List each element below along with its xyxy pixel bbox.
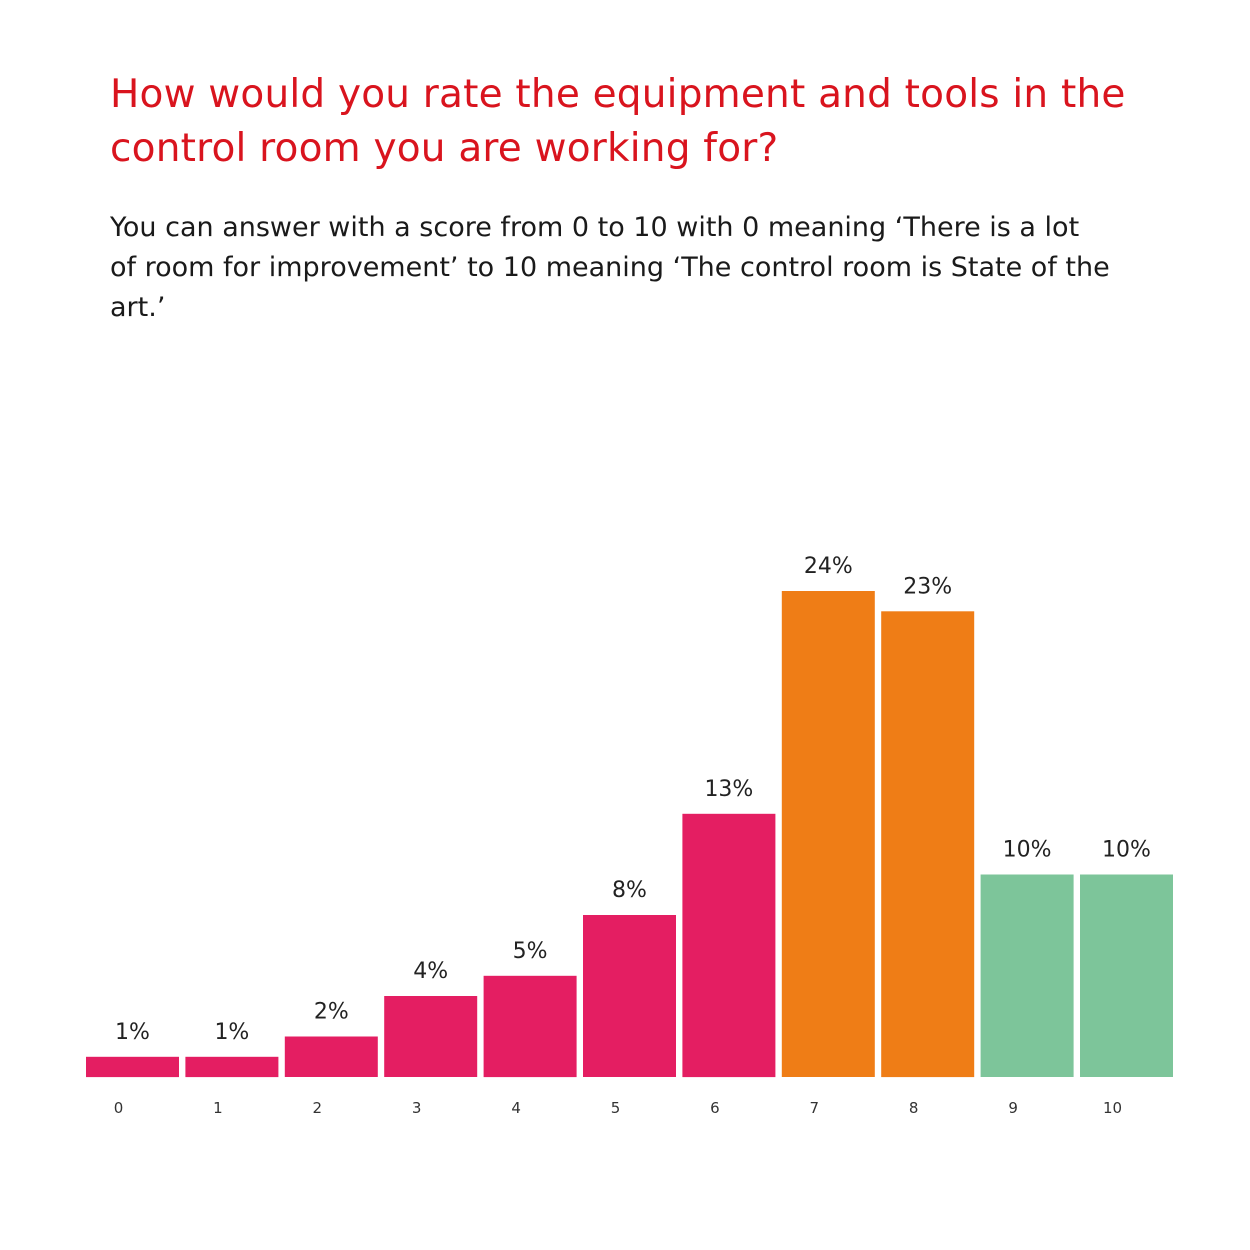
- bars-group: [86, 591, 1173, 1078]
- value-label-4: 5%: [513, 939, 548, 964]
- x-tick-label-2: 2: [313, 1099, 323, 1117]
- x-tick-label-7: 7: [810, 1099, 820, 1117]
- bar-8: [881, 611, 975, 1078]
- bar-5: [583, 915, 676, 1077]
- x-tick-label-3: 3: [412, 1099, 422, 1117]
- value-label-8: 23%: [903, 574, 952, 599]
- x-tick-label-10: 10: [1103, 1099, 1122, 1117]
- bar-1: [185, 1056, 279, 1078]
- bar-9: [980, 874, 1074, 1077]
- x-tick-label-8: 8: [909, 1099, 919, 1117]
- chart-title: How would you rate the equipment and too…: [110, 72, 1126, 171]
- bar-6: [682, 813, 776, 1078]
- x-tick-label-4: 4: [511, 1099, 521, 1117]
- bar-3: [384, 996, 478, 1077]
- bar-2: [284, 1036, 378, 1077]
- bar-10: [1080, 874, 1173, 1077]
- value-label-3: 4%: [413, 959, 448, 984]
- value-labels-group: 1% 1% 2% 4% 5% 8% 13% 24% 23% 10% 10%: [115, 554, 1151, 1045]
- chart-subtitle: You can answer with a score from 0 to 10…: [110, 212, 1110, 323]
- bar-7: [781, 591, 875, 1077]
- x-tick-label-9: 9: [1008, 1099, 1018, 1117]
- bar-4: [483, 975, 577, 1078]
- value-label-6: 13%: [704, 777, 753, 802]
- value-label-9: 10%: [1003, 838, 1052, 863]
- x-tick-labels-group: 0 1 2 3 4 5 6 7 8 9 10: [114, 1099, 1122, 1117]
- value-label-10: 10%: [1102, 838, 1151, 863]
- value-label-1: 1%: [214, 1020, 249, 1045]
- x-tick-label-1: 1: [213, 1099, 223, 1117]
- value-label-5: 8%: [612, 878, 647, 903]
- x-tick-label-5: 5: [611, 1099, 621, 1117]
- bar-0: [86, 1056, 179, 1078]
- value-label-2: 2%: [314, 1000, 349, 1025]
- value-label-7: 24%: [804, 554, 853, 579]
- x-tick-label-6: 6: [710, 1099, 720, 1117]
- value-label-0: 1%: [115, 1020, 150, 1045]
- x-tick-label-0: 0: [114, 1099, 124, 1117]
